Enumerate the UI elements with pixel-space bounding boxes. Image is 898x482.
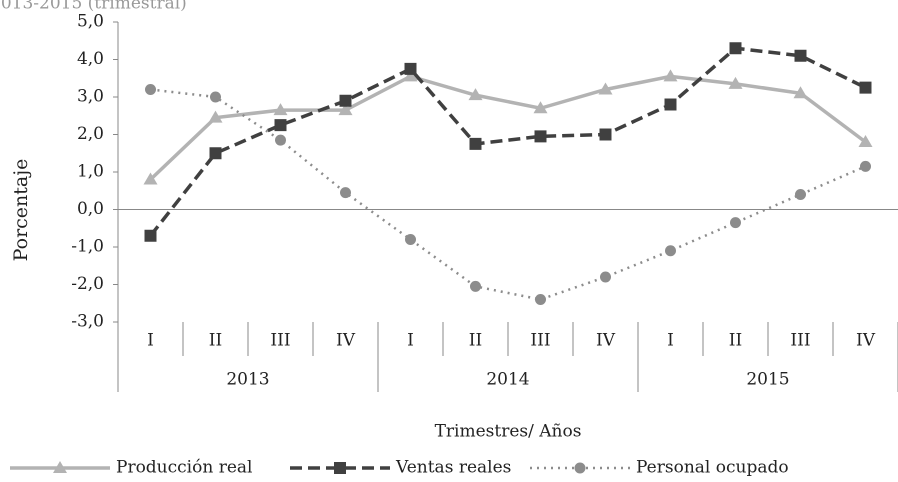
x-tick-label: II (729, 331, 742, 351)
point (600, 271, 611, 283)
y-tick-label: 2,0 (77, 124, 104, 144)
legend-label: Ventas reales (395, 458, 511, 478)
point (339, 94, 352, 107)
year-label: 2015 (746, 370, 789, 390)
point (275, 134, 286, 146)
year-label: 2014 (486, 370, 529, 390)
point (469, 137, 482, 150)
point (208, 110, 223, 123)
x-tick-label: II (209, 331, 222, 351)
point (535, 294, 546, 305)
legend-marker (334, 462, 346, 474)
point (858, 135, 873, 147)
point (405, 234, 416, 245)
y-axis-title: Porcentaje (10, 159, 32, 262)
point (273, 103, 288, 116)
point (403, 69, 418, 82)
x-tick-label: II (469, 331, 482, 351)
year-label: 2013 (226, 370, 269, 390)
legend-marker (53, 461, 67, 473)
point (274, 119, 287, 132)
point (730, 217, 741, 229)
x-tick-label: IV (596, 331, 616, 351)
series-line (149, 74, 867, 181)
x-tick-label: IV (856, 331, 876, 351)
point (794, 49, 807, 62)
point (209, 147, 222, 160)
y-tick-label: 3,0 (77, 87, 104, 107)
point (144, 229, 157, 242)
point (729, 42, 742, 55)
point (598, 82, 613, 95)
x-tick-label: III (530, 331, 550, 351)
x-tick-label: I (147, 331, 154, 351)
point (663, 69, 678, 82)
point (728, 76, 743, 89)
y-tick-label: 5,0 (77, 12, 104, 32)
point (664, 98, 677, 111)
point (143, 172, 158, 185)
x-tick-label: III (790, 331, 810, 351)
y-tick-label: -2,0 (71, 274, 104, 294)
x-tick-label: III (270, 331, 290, 351)
point (793, 86, 808, 99)
point (795, 189, 806, 200)
legend-label: Personal ocupado (636, 458, 789, 478)
point (860, 160, 871, 172)
point (599, 128, 612, 141)
point (468, 88, 483, 101)
x-tick-label: IV (336, 331, 356, 351)
x-tick-label: I (667, 331, 674, 351)
y-tick-label: 1,0 (77, 162, 104, 182)
point (145, 84, 156, 95)
point (533, 101, 548, 114)
point (340, 187, 351, 199)
legend-marker (574, 462, 586, 474)
series-line (150, 88, 866, 301)
point (665, 245, 676, 257)
point (404, 62, 417, 75)
point (210, 91, 221, 103)
point (470, 280, 481, 292)
y-tick-label: 4,0 (77, 49, 104, 69)
x-tick-label: I (407, 331, 414, 351)
x-axis-title: Trimestres/ Años (435, 422, 582, 442)
legend-label: Producción real (116, 458, 252, 478)
y-tick-label: -3,0 (71, 312, 104, 332)
point (338, 103, 353, 116)
series-line (149, 46, 867, 237)
point (859, 81, 872, 94)
chart-subtitle: 2013-2015 (trimestral) (0, 0, 187, 14)
point (534, 130, 547, 143)
y-tick-label: -1,0 (71, 237, 104, 257)
y-tick-label: 0,0 (77, 199, 104, 219)
